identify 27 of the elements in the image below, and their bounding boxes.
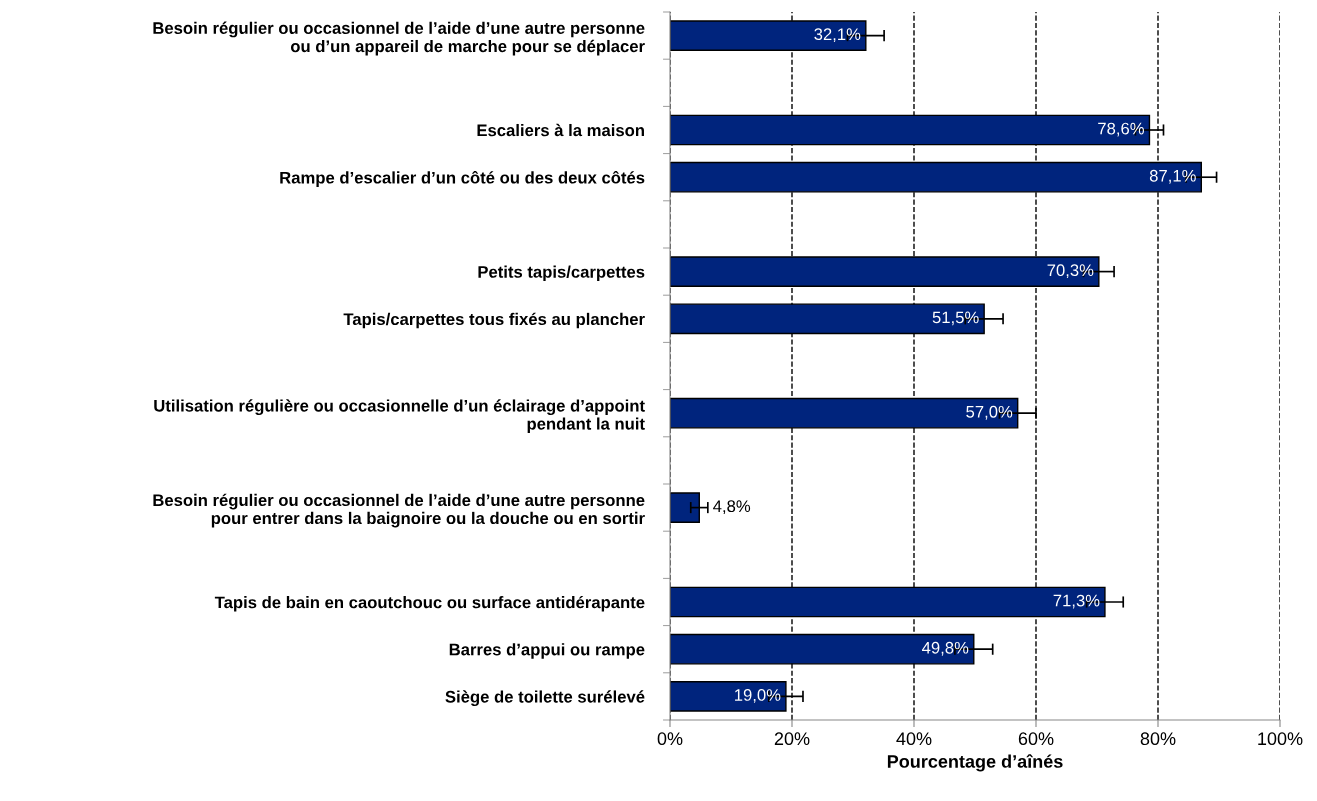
y-tick-label: Rampe d’escalier d’un côté ou des deux côtés bbox=[280, 170, 645, 187]
data-label: 32,1% bbox=[814, 28, 861, 43]
x-tick-label: 20% bbox=[774, 732, 810, 746]
data-label: 51,5% bbox=[932, 311, 979, 326]
x-tick-label: 80% bbox=[1140, 732, 1176, 746]
y-tick-label: Besoin régulier ou occasionnel de l’aide d’une autre personne pour entrer dans la baignoire ou la douche ou en sortir bbox=[153, 493, 645, 528]
data-label: 78,6% bbox=[1098, 122, 1144, 137]
x-tick-label: 60% bbox=[1018, 732, 1054, 746]
y-tick-label: Escaliers à la maison bbox=[477, 123, 644, 137]
x-tick-label: 40% bbox=[896, 732, 932, 746]
data-label: 57,0% bbox=[966, 405, 1013, 420]
data-label: 70,3% bbox=[1047, 264, 1094, 279]
y-tick-label: Tapis/carpettes tous fixés au plancher bbox=[343, 312, 645, 329]
y-tick-label: Siège de toilette surélevé bbox=[445, 690, 645, 707]
y-tick-label: Besoin régulier ou occasionnel de l’aide d’une autre personne ou d’un appareil de marche pour se déplacer bbox=[153, 21, 645, 56]
y-tick-label: Petits tapis/carpettes bbox=[478, 265, 645, 282]
data-label: 87,1% bbox=[1149, 169, 1196, 184]
data-label: 19,0% bbox=[735, 689, 781, 703]
data-label: 4,8% bbox=[713, 500, 751, 515]
y-tick-label: Barres d’appui ou rampe bbox=[449, 643, 645, 659]
x-tick-label: 0% bbox=[657, 732, 683, 746]
y-tick-label: Tapis de bain en caoutchouc ou surface antidérapante bbox=[214, 595, 645, 612]
x-tick-label: 100% bbox=[1258, 732, 1303, 746]
data-label: 71,3% bbox=[1053, 594, 1100, 609]
x-axis-title: Pourcentage d’aînés bbox=[887, 754, 1063, 772]
y-tick-label: Utilisation régulière ou occasionnelle d’un éclairage d’appoint pendant la nuit bbox=[154, 399, 645, 433]
data-label: 49,8% bbox=[922, 641, 969, 656]
